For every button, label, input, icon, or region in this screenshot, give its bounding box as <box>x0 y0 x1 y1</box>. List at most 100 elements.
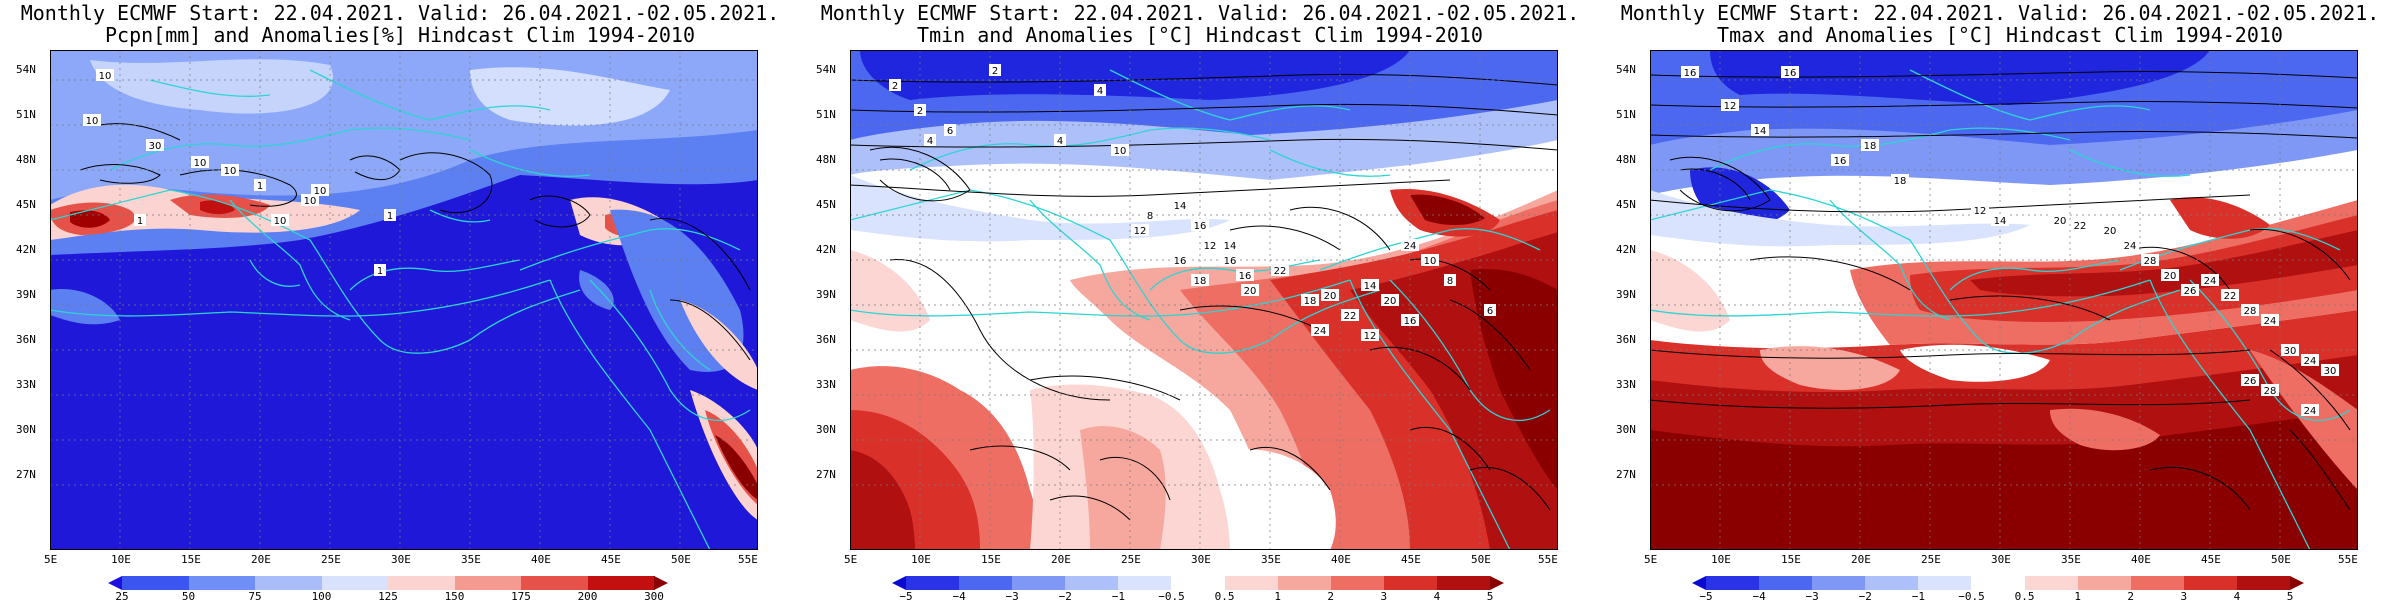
colorbar-label: −0.5 <box>1958 590 1985 603</box>
colorbar-label: −1 <box>1911 590 1925 603</box>
contour-label: 14 <box>1224 241 1237 252</box>
colorbar-label: 50 <box>181 590 196 603</box>
contour-label: 12 <box>1364 331 1377 342</box>
panel-title-line1: Monthly ECMWF Start: 22.04.2021. Valid: … <box>20 1 780 25</box>
contour-label-box <box>2321 364 2339 376</box>
lat-tick: 36N <box>1616 333 1636 346</box>
contour-label: 20 <box>1324 291 1337 302</box>
contour-label-box <box>1891 174 1909 186</box>
contour-label: 20 <box>2054 216 2067 227</box>
contour-label: 1 <box>257 181 263 192</box>
contour-label: 24 <box>2304 406 2317 417</box>
colorbar-max-arrow <box>1490 576 1504 590</box>
lon-tick: 40E <box>531 553 551 566</box>
colorbar-cell <box>2130 576 2185 590</box>
colorbar-label: 300 <box>644 590 664 603</box>
contour-label: 18 <box>1894 176 1907 187</box>
colorbar-cell <box>1706 576 1760 590</box>
lon-tick: 20E <box>251 553 271 566</box>
contour-label: 10 <box>99 71 112 82</box>
colorbar-cell <box>1971 576 2026 590</box>
lat-tick: 39N <box>16 288 36 301</box>
colorbar-label: 200 <box>577 590 598 603</box>
contour-label: 6 <box>1487 306 1493 317</box>
contour-label: 26 <box>2244 376 2257 387</box>
contour-label: 8 <box>1447 276 1453 287</box>
colorbar-label: 5 <box>2286 590 2294 603</box>
contour-label: 12 <box>1134 226 1147 237</box>
colorbar-label: 100 <box>311 590 332 603</box>
colorbar-label: −3 <box>1005 590 1019 603</box>
colorbar-cell <box>2236 576 2291 590</box>
lon-tick: 55E <box>738 553 758 566</box>
lat-tick: 45N <box>1616 198 1636 211</box>
contour-label-box <box>254 179 266 191</box>
colorbar-label: 2 <box>1327 590 1335 603</box>
lon-tick: 35E <box>1261 553 1281 566</box>
contour-label-box <box>1201 239 1219 251</box>
lat-tick: 33N <box>1616 378 1636 391</box>
panel-title-line2: Pcpn[mm] and Anomalies[%] Hindcast Clim … <box>104 23 695 47</box>
lon-tick: 10E <box>911 553 931 566</box>
contour-label: 10 <box>86 116 99 127</box>
contour-label-box <box>1444 274 1456 286</box>
contour-label: 16 <box>1239 271 1252 282</box>
contour-label-box <box>191 156 209 168</box>
lon-tick: 25E <box>321 553 341 566</box>
colorbar-cell <box>1383 576 1438 590</box>
colorbar-cell <box>188 576 256 590</box>
contour-label: 4 <box>927 136 933 147</box>
contour-label: 2 <box>917 106 923 117</box>
contour-label-box <box>83 114 101 126</box>
contour-label-box <box>96 69 114 81</box>
lon-tick: 45E <box>2201 553 2221 566</box>
colorbar-min-arrow <box>108 576 122 590</box>
panel-tmin: Monthly ECMWF Start: 22.04.2021. Valid: … <box>800 0 1600 603</box>
contour-label: 16 <box>1684 68 1697 79</box>
contour-label-box <box>1421 254 1439 266</box>
contour-label-box <box>2241 374 2259 386</box>
panel-title-line1: Monthly ECMWF Start: 22.04.2021. Valid: … <box>1620 1 2380 25</box>
lon-tick: 50E <box>671 553 691 566</box>
colorbar-label: −5 <box>1699 590 1713 603</box>
lat-tick: 51N <box>1616 108 1636 121</box>
colorbar-label: 1 <box>2074 590 2081 603</box>
lat-tick: 54N <box>16 63 36 76</box>
lat-tick: 36N <box>16 333 36 346</box>
lon-tick: 15E <box>981 553 1001 566</box>
contour-label-box <box>221 164 239 176</box>
lat-tick: 42N <box>16 243 36 256</box>
contour-label-box <box>2221 289 2239 301</box>
contour-label: 4 <box>1097 86 1103 97</box>
colorbar-min-arrow <box>892 576 906 590</box>
contour-label-box <box>1241 284 1259 296</box>
contour-label: 28 <box>2264 386 2277 397</box>
contour-label-box <box>1341 309 1359 321</box>
contour-label: 16 <box>1224 256 1237 267</box>
contour-label: 18 <box>1194 276 1207 287</box>
contour-label-box <box>146 139 164 151</box>
contour-label-box <box>374 264 386 276</box>
contour-label-box <box>1301 294 1319 306</box>
colorbar-cell <box>1865 576 1919 590</box>
contour-label-box <box>1401 239 1419 251</box>
colorbar-label: 175 <box>511 590 531 603</box>
contour-label: 10 <box>194 158 207 169</box>
contour-label-box <box>1111 144 1129 156</box>
contour-label: 14 <box>1754 126 1767 137</box>
colorbar-label: −4 <box>1752 590 1766 603</box>
contour-label: 2 <box>992 66 998 77</box>
colorbar-cell <box>521 576 588 590</box>
colorbar-label: 2 <box>2127 590 2135 603</box>
lat-tick: 48N <box>816 153 836 166</box>
contour-label: 20 <box>1244 286 1257 297</box>
contour-label: 20 <box>2164 271 2177 282</box>
contour-label: 1 <box>137 216 143 227</box>
contour-label-box <box>1131 224 1149 236</box>
contour-label: 12 <box>1974 206 1987 217</box>
contour-label-box <box>1401 314 1419 326</box>
contour-label: 10 <box>274 216 287 227</box>
contour-label: 20 <box>1384 296 1397 307</box>
contour-label-box <box>2071 219 2089 231</box>
